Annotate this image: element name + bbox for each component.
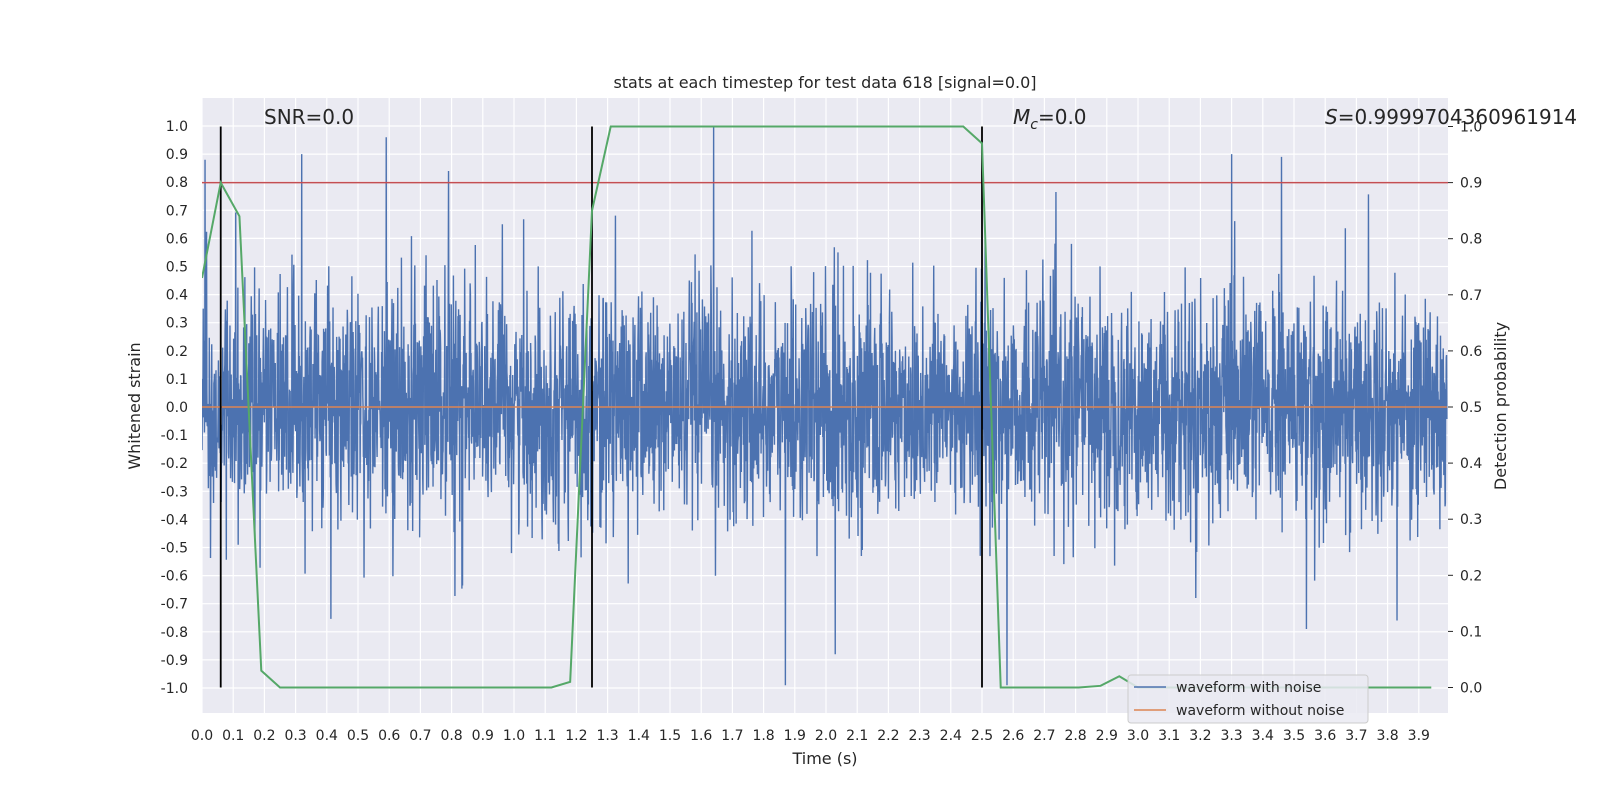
- chirp-mass-value: =0.0: [1038, 105, 1087, 129]
- x-tick-label: 3.2: [1189, 728, 1211, 744]
- x-tick-label: 3.0: [1127, 728, 1149, 744]
- x-tick-labels: 0.0 0.1 0.2 0.3 0.4 0.5 0.6 0.7 0.8 0.9 1.0 1.1 1.2 1…: [191, 728, 1430, 744]
- x-tick-label: 1.5: [659, 728, 681, 744]
- y-tick-label: 0.9: [166, 147, 188, 163]
- y-tick-label: -0.1: [161, 428, 188, 444]
- x-tick-label: 2.3: [908, 728, 930, 744]
- y-tick-label: 0.6: [166, 231, 188, 247]
- y-tick-label: -0.6: [161, 569, 188, 585]
- x-tick-label: 3.1: [1158, 728, 1180, 744]
- x-tick-label: 2.5: [971, 728, 993, 744]
- x-tick-label: 3.3: [1220, 728, 1242, 744]
- y-tick-label: -0.5: [161, 541, 188, 557]
- y-tick-label: 0.3: [166, 316, 188, 332]
- y2-tick-label: 0.5: [1460, 400, 1482, 416]
- x-tick-label: 1.0: [503, 728, 525, 744]
- y-axis-label: Whitened strain: [125, 342, 144, 469]
- x-tick-label: 0.5: [347, 728, 369, 744]
- x-tick-label: 1.6: [690, 728, 712, 744]
- y-tick-labels: 1.0 0.9 0.8 0.7 0.6 0.5 0.4 0.3 0.2 0.1 0.0 -0.1 -0.…: [161, 119, 188, 697]
- y-tick-label: 0.8: [166, 175, 188, 191]
- y2-tick-label: 0.2: [1460, 568, 1482, 584]
- y-tick-label: -0.4: [161, 512, 188, 528]
- y2-tick-label: 0.7: [1460, 288, 1482, 304]
- legend-box: [1127, 674, 1369, 724]
- y2-tick-label: 1.0: [1460, 120, 1482, 136]
- legend-label-with-noise: waveform with noise: [1176, 680, 1321, 696]
- score-symbol: S: [1325, 105, 1338, 129]
- x-tick-label: 1.3: [596, 728, 618, 744]
- x-tick-label: 3.4: [1252, 728, 1274, 744]
- y2-tick-label: 0.1: [1460, 624, 1482, 640]
- x-tick-label: 0.6: [378, 728, 400, 744]
- y-tick-label: 0.4: [166, 288, 188, 304]
- y2-tick-label: 0.4: [1460, 456, 1482, 472]
- y2-axis-label: Detection probability: [1491, 322, 1510, 490]
- x-axis-label: Time (s): [791, 749, 857, 768]
- x-tick-label: 1.9: [784, 728, 806, 744]
- y2-tick-label: 0.0: [1460, 681, 1482, 697]
- x-tick-label: 0.9: [472, 728, 494, 744]
- y-tick-label: 0.0: [166, 400, 188, 416]
- x-tick-label: 2.2: [877, 728, 899, 744]
- x-tick-label: 2.0: [815, 728, 837, 744]
- x-tick-label: 1.2: [565, 728, 587, 744]
- chirp-mass-subscript: c: [1030, 117, 1038, 133]
- y2-tick-label: 0.9: [1460, 176, 1482, 192]
- x-tick-label: 0.4: [316, 728, 338, 744]
- x-tick-label: 0.0: [191, 728, 213, 744]
- y-tick-label: -0.3: [161, 484, 188, 500]
- x-tick-label: 0.8: [440, 728, 462, 744]
- snr-annotation: SNR=0.0: [264, 105, 354, 129]
- legend: waveform with noise waveform without noi…: [1127, 674, 1369, 724]
- chirp-mass-annotation: Mc=0.0: [1013, 105, 1087, 133]
- y-tick-label: 0.2: [166, 344, 188, 360]
- x-tick-label: 2.7: [1033, 728, 1055, 744]
- y-tick-label: 1.0: [166, 119, 188, 135]
- y-tick-label: -0.7: [161, 597, 188, 613]
- x-tick-label: 1.4: [628, 728, 650, 744]
- x-tick-label: 0.2: [253, 728, 275, 744]
- x-tick-label: 2.9: [1096, 728, 1118, 744]
- x-tick-label: 2.1: [846, 728, 868, 744]
- y2-tick-label: 0.3: [1460, 512, 1482, 528]
- y2-tick-labels: 1.0 0.9 0.8 0.7 0.6 0.5 0.4 0.3 0.2 0.1 0.0: [1460, 120, 1482, 697]
- x-tick-label: 3.5: [1283, 728, 1305, 744]
- x-tick-label: 3.8: [1376, 728, 1398, 744]
- y-tick-label: 0.5: [166, 260, 188, 276]
- x-tick-label: 3.7: [1345, 728, 1367, 744]
- x-tick-label: 0.7: [409, 728, 431, 744]
- score-value: =0.9999704360961914: [1338, 105, 1577, 129]
- x-tick-label: 1.1: [534, 728, 556, 744]
- series-detection-probability: [202, 125, 1432, 689]
- y-tick-label: -0.9: [161, 653, 188, 669]
- x-tick-label: 1.7: [721, 728, 743, 744]
- x-tick-label: 0.3: [284, 728, 306, 744]
- x-tick-label: 2.8: [1064, 728, 1086, 744]
- score-annotation: S=0.9999704360961914: [1325, 105, 1577, 129]
- y-tick-label: -0.2: [161, 456, 188, 472]
- x-tick-label: 2.4: [940, 728, 962, 744]
- y2-tick-label: 0.8: [1460, 232, 1482, 248]
- x-tick-label: 1.8: [752, 728, 774, 744]
- y-tick-label: -1.0: [161, 681, 188, 697]
- legend-label-without-noise: waveform without noise: [1176, 703, 1344, 719]
- chirp-mass-symbol: M: [1013, 105, 1030, 129]
- chart-title: stats at each timestep for test data 618…: [613, 73, 1036, 92]
- x-tick-label: 3.6: [1314, 728, 1336, 744]
- y2-tick-label: 0.6: [1460, 344, 1482, 360]
- x-tick-label: 2.6: [1002, 728, 1024, 744]
- x-tick-label: 3.9: [1408, 728, 1430, 744]
- x-tick-label: 0.1: [222, 728, 244, 744]
- y2-tick-marks: [1448, 126, 1453, 688]
- y-tick-label: -0.8: [161, 625, 188, 641]
- y-tick-label: 0.1: [166, 372, 188, 388]
- y-tick-label: 0.7: [166, 203, 188, 219]
